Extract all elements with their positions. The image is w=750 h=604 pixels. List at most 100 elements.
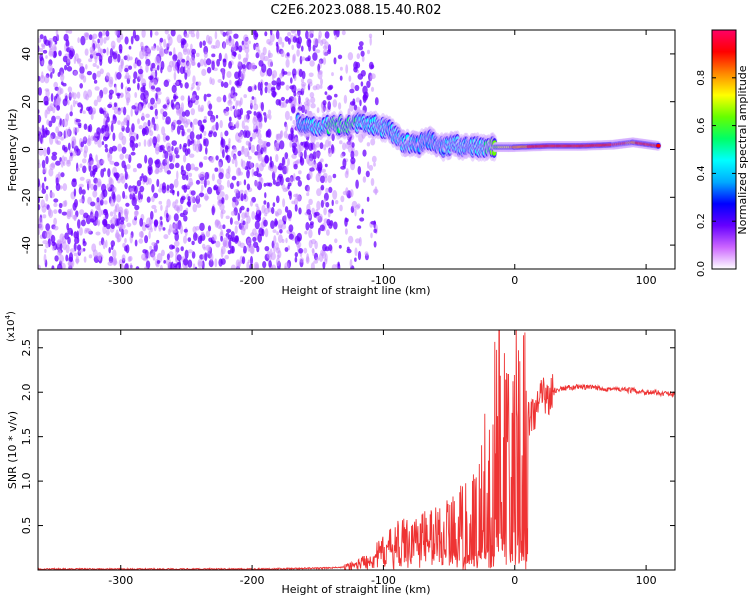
noise-speckle: [306, 38, 312, 48]
noise-speckle: [362, 176, 367, 183]
noise-speckle: [192, 203, 198, 213]
noise-speckle: [338, 102, 342, 110]
noise-speckle: [293, 90, 297, 97]
noise-speckle: [158, 224, 164, 230]
noise-speckle: [41, 60, 44, 65]
noise-speckle: [262, 261, 267, 269]
noise-speckle: [38, 217, 43, 226]
noise-speckle: [172, 201, 177, 209]
noise-speckle: [131, 105, 136, 110]
noise-speckle: [225, 215, 230, 220]
y-tick-label: 40: [20, 47, 33, 61]
noise-speckle: [88, 254, 93, 259]
noise-speckle: [307, 31, 313, 39]
noise-speckle: [279, 176, 284, 186]
noise-speckle: [38, 114, 42, 124]
noise-speckle: [120, 107, 124, 113]
noise-speckle: [179, 212, 185, 218]
noise-speckle: [238, 45, 243, 53]
noise-speckle: [73, 231, 78, 239]
noise-speckle: [155, 115, 159, 120]
noise-speckle: [176, 190, 180, 197]
noise-speckle: [272, 165, 277, 174]
noise-speckle: [125, 91, 131, 102]
noise-speckle: [362, 94, 368, 101]
noise-speckle: [119, 216, 125, 222]
noise-speckle: [257, 150, 261, 159]
noise-speckle: [203, 93, 207, 102]
noise-speckle: [324, 253, 328, 262]
noise-speckle: [137, 118, 140, 125]
noise-speckle: [135, 266, 140, 269]
noise-speckle: [174, 240, 180, 247]
noise-speckle: [288, 133, 294, 141]
noise-speckle: [78, 227, 83, 236]
noise-speckle: [120, 60, 124, 69]
noise-speckle: [355, 179, 359, 189]
noise-speckle: [86, 137, 92, 147]
noise-speckle: [176, 170, 179, 180]
noise-speckle: [190, 163, 195, 171]
noise-speckle: [197, 62, 201, 68]
noise-speckle: [118, 44, 123, 52]
noise-speckle: [162, 182, 166, 191]
x-tick-label: 100: [636, 574, 657, 587]
noise-speckle: [252, 30, 257, 36]
noise-speckle: [286, 209, 293, 219]
noise-speckle: [313, 37, 319, 47]
noise-speckle: [258, 162, 264, 172]
noise-speckle: [269, 167, 274, 172]
noise-speckle: [358, 41, 364, 47]
noise-speckle: [175, 154, 180, 159]
noise-speckle: [138, 231, 144, 238]
noise-speckle: [240, 193, 244, 202]
noise-speckle: [208, 259, 214, 268]
noise-speckle: [50, 162, 56, 168]
noise-speckle: [74, 198, 78, 208]
noise-speckle: [90, 183, 94, 190]
noise-speckle: [276, 231, 279, 236]
noise-speckle: [367, 49, 370, 55]
noise-speckle: [243, 94, 247, 99]
noise-speckle: [152, 255, 156, 261]
noise-speckle: [195, 226, 200, 231]
noise-speckle: [254, 220, 260, 230]
noise-speckle: [92, 33, 98, 40]
noise-speckle: [184, 33, 190, 38]
noise-speckle: [150, 122, 154, 128]
noise-speckle: [154, 108, 158, 117]
noise-speckle: [292, 36, 297, 43]
noise-speckle: [180, 246, 184, 252]
noise-speckle: [80, 35, 86, 46]
noise-speckle: [339, 75, 343, 81]
noise-speckle: [88, 178, 92, 189]
x-tick-label: -100: [371, 274, 396, 287]
noise-speckle: [38, 133, 41, 142]
noise-speckle: [285, 177, 291, 183]
noise-speckle: [319, 175, 326, 184]
noise-speckle: [59, 254, 64, 263]
noise-speckle: [100, 48, 104, 54]
noise-speckle: [354, 84, 360, 92]
noise-speckle: [345, 187, 349, 195]
noise-speckle: [193, 232, 198, 242]
noise-speckle: [203, 138, 206, 146]
noise-speckle: [252, 236, 257, 242]
noise-speckle: [237, 53, 242, 60]
noise-speckle: [103, 218, 108, 228]
noise-speckle: [308, 169, 313, 180]
noise-speckle: [256, 206, 260, 214]
noise-speckle: [287, 31, 292, 37]
noise-speckle: [312, 85, 318, 91]
noise-speckle: [278, 163, 284, 171]
noise-speckle: [44, 248, 47, 254]
noise-speckle: [201, 68, 207, 76]
noise-speckle: [110, 123, 114, 133]
noise-speckle: [65, 30, 69, 34]
noise-speckle: [354, 150, 359, 157]
noise-speckle: [314, 211, 320, 216]
noise-speckle: [134, 92, 138, 98]
ridge-core: [656, 144, 661, 148]
noise-speckle: [57, 130, 61, 140]
noise-speckle: [131, 123, 135, 133]
